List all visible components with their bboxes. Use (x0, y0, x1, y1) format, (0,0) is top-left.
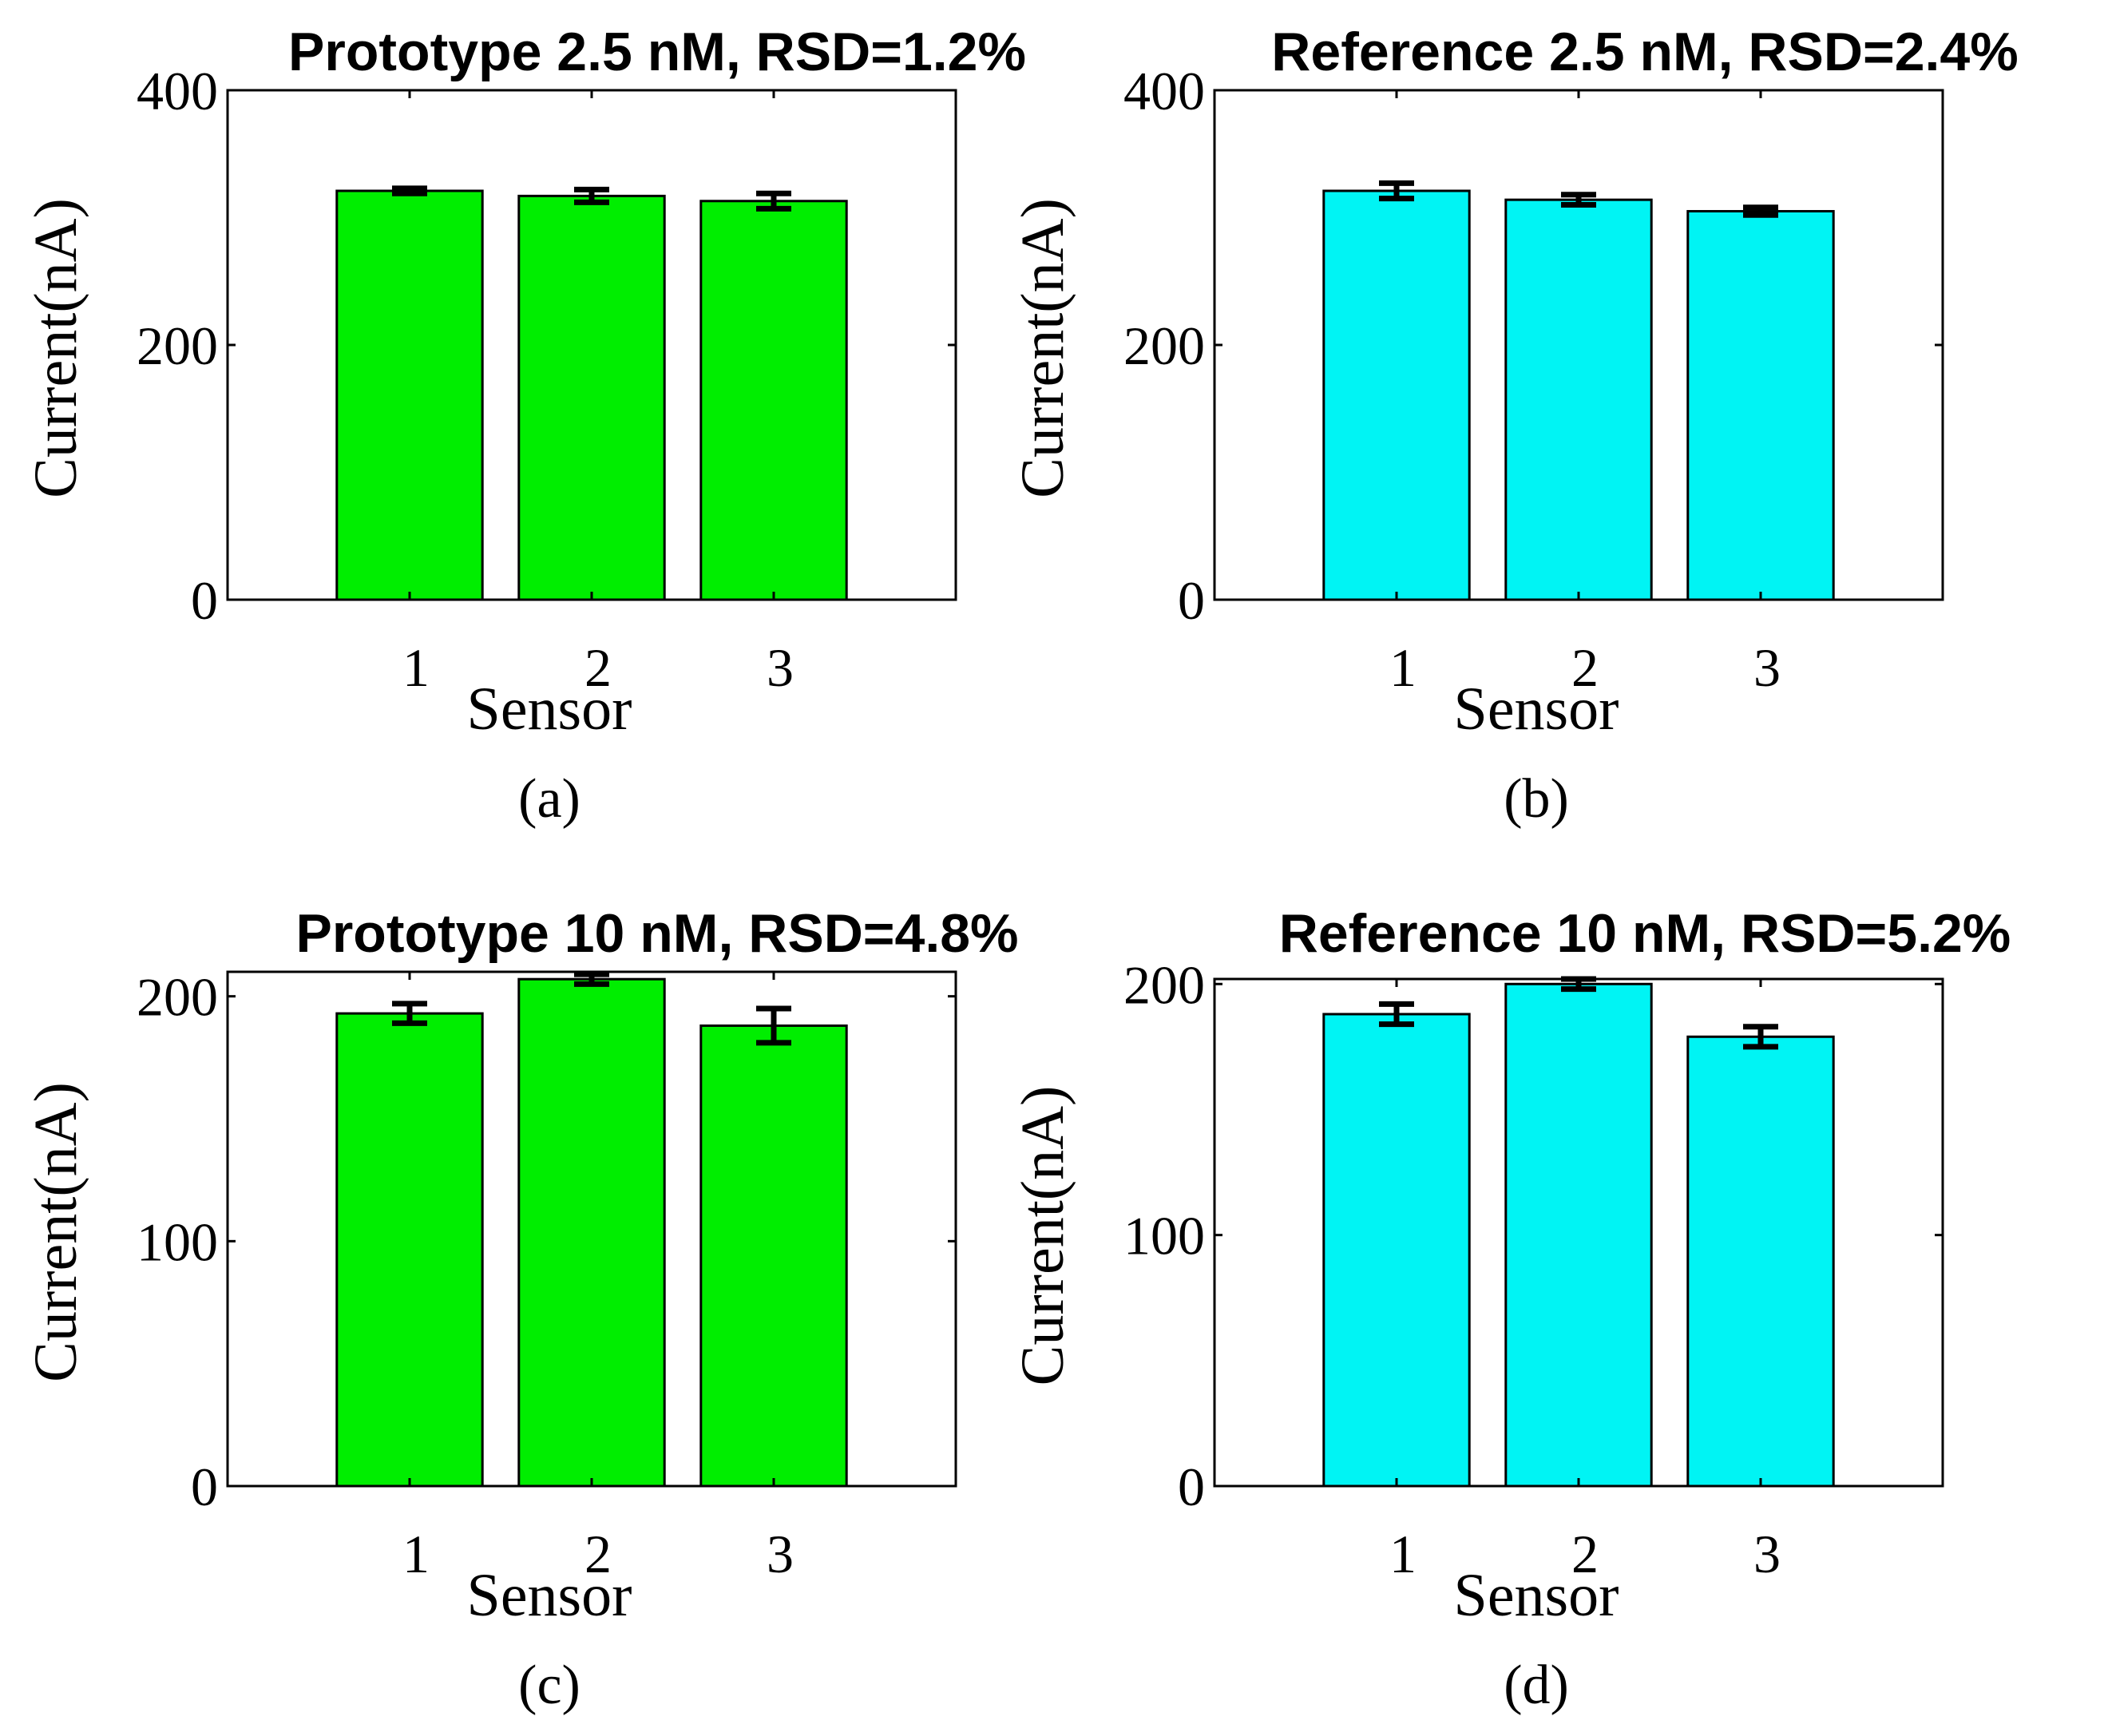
chart-title: Prototype 2.5 nM, RSD=1.2% (288, 22, 1026, 82)
panel-label: (b) (1504, 768, 1569, 830)
y-axis-label: Current(nA) (1009, 198, 1076, 498)
error-bar-sensor-1 (392, 1001, 427, 1026)
bar-sensor-1 (1322, 1013, 1471, 1488)
y-tick-label: 200 (1123, 315, 1205, 376)
x-tick-label: 1 (402, 637, 430, 698)
x-axis-label: Sensor (467, 676, 632, 743)
chart-title: Prototype 10 nM, RSD=4.8% (295, 903, 1018, 964)
x-tick-label: 2 (584, 637, 612, 698)
error-bar-sensor-2 (574, 186, 609, 205)
bar-sensor-2 (1504, 198, 1653, 601)
x-axis-label: Sensor (1454, 1562, 1619, 1629)
error-bar-sensor-1 (1379, 1001, 1414, 1028)
bar-sensor-1 (335, 189, 484, 601)
y-axis-label: Current(nA) (22, 1082, 89, 1382)
error-bar-sensor-3 (756, 1005, 791, 1046)
y-tick-label: 100 (1123, 1206, 1205, 1266)
error-bar-sensor-3 (1743, 204, 1778, 218)
y-tick-label: 0 (1178, 570, 1205, 631)
bar-sensor-2 (517, 977, 666, 1488)
error-bar-sensor-2 (1561, 192, 1596, 208)
x-tick-label: 2 (1571, 637, 1599, 698)
y-axis-label: Current(nA) (1009, 1086, 1076, 1386)
error-bar-sensor-1 (1379, 180, 1414, 202)
y-tick-label: 200 (1123, 954, 1205, 1015)
x-tick-label: 1 (1389, 1524, 1417, 1584)
y-tick-label: 0 (1178, 1457, 1205, 1517)
y-tick-label: 100 (137, 1211, 218, 1272)
y-tick-label: 0 (191, 570, 218, 631)
x-axis-label: Sensor (1454, 676, 1619, 743)
x-tick-label: 3 (767, 1524, 794, 1584)
y-tick-label: 400 (1123, 61, 1205, 121)
x-tick-label: 2 (584, 1524, 612, 1584)
x-tick-label: 3 (1753, 637, 1781, 698)
x-tick-label: 1 (1389, 637, 1417, 698)
error-bar-sensor-3 (1743, 1024, 1778, 1050)
error-bar-sensor-3 (756, 190, 791, 212)
x-tick-label: 3 (1753, 1524, 1781, 1584)
bar-sensor-3 (1686, 1035, 1835, 1488)
chart-panel-2: Reference 2.5 nM, RSD=2.4% 0 200 400 1 2 3 Sens… (1009, 22, 2019, 830)
bar-sensor-3 (699, 200, 848, 601)
bar-sensor-2 (517, 194, 666, 601)
panel-label: (a) (518, 768, 580, 830)
error-bar-sensor-1 (392, 185, 427, 196)
chart-panel-4: Reference 10 nM, RSD=5.2% 0 100 200 1 2 3 Senso… (1009, 903, 2011, 1716)
bar-sensor-1 (335, 1012, 484, 1488)
y-tick-label: 200 (137, 315, 218, 376)
x-tick-label: 3 (767, 637, 794, 698)
y-tick-label: 0 (191, 1457, 218, 1517)
bar-sensor-3 (1686, 210, 1835, 601)
panel-label: (d) (1504, 1655, 1569, 1716)
x-tick-label: 1 (402, 1524, 430, 1584)
x-axis-label: Sensor (467, 1562, 632, 1629)
chart-panel-3: Prototype 10 nM, RSD=4.8% 0 100 200 1 2 3 Senso… (22, 903, 1019, 1716)
bar-sensor-2 (1504, 982, 1653, 1488)
x-tick-label: 2 (1571, 1524, 1599, 1584)
chart-panel-1: Prototype 2.5 nM, RSD=1.2% 0 200 400 1 2 3 Sens… (22, 22, 1026, 830)
y-axis-label: Current(nA) (22, 198, 89, 498)
bar-sensor-1 (1322, 189, 1471, 601)
bar-sensor-3 (699, 1024, 848, 1488)
chart-title: Reference 10 nM, RSD=5.2% (1279, 903, 2011, 964)
y-tick-label: 400 (137, 61, 218, 121)
chart-title: Reference 2.5 nM, RSD=2.4% (1271, 22, 2018, 82)
y-tick-label: 200 (137, 967, 218, 1028)
panel-label: (c) (518, 1655, 580, 1716)
